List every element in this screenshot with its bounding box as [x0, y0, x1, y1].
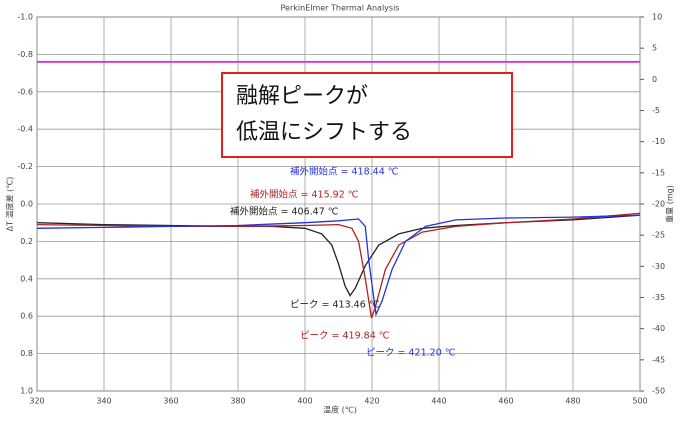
- annotation: 補外開始点 = 415.92 ℃: [250, 189, 359, 201]
- y-tick-label: -0.6: [17, 87, 33, 96]
- y-tick-label: 0.2: [20, 237, 33, 246]
- chart-title: PerkinElmer Thermal Analysis: [281, 4, 400, 13]
- x-tick-label: 500: [632, 397, 647, 406]
- x-tick-label: 340: [96, 397, 111, 406]
- y-tick-label: -1.0: [17, 13, 33, 22]
- y-axis-label: ΔT 温度差 (℃): [5, 177, 15, 232]
- x-tick-label: 420: [364, 397, 379, 406]
- x-tick-label: 380: [230, 397, 245, 406]
- y2-tick-label: 10: [652, 13, 662, 22]
- y2-tick-label: -30: [652, 262, 665, 271]
- y2-tick-label: 0: [652, 75, 657, 84]
- y2-axis-label: 重量 (mg): [665, 185, 675, 223]
- y-tick-label: -0.2: [17, 162, 33, 171]
- callout-box: [221, 72, 513, 158]
- y-tick-label: -0.4: [17, 125, 33, 134]
- y-tick-label: 0.4: [20, 274, 33, 283]
- x-tick-label: 460: [498, 397, 513, 406]
- x-tick-label: 360: [163, 397, 178, 406]
- x-tick-label: 400: [297, 397, 312, 406]
- y2-tick-label: -20: [652, 200, 665, 209]
- y-tick-label: 0.8: [20, 349, 33, 358]
- x-tick-label: 320: [29, 397, 44, 406]
- series-line: [36, 212, 641, 319]
- x-axis-label: 温度 (℃): [323, 405, 357, 415]
- annotation: 補外開始点 = 418.44 ℃: [290, 166, 399, 178]
- y2-tick-label: -10: [652, 137, 665, 146]
- annotation: ピーク = 413.46 ℃: [290, 300, 380, 311]
- y-tick-label: 0.0: [20, 200, 33, 209]
- annotation: 補外開始点 = 406.47 ℃: [230, 206, 339, 218]
- y2-tick-label: -40: [652, 324, 665, 333]
- y2-tick-label: -25: [652, 231, 665, 240]
- y2-tick-label: -15: [652, 168, 665, 177]
- series-line: [36, 214, 641, 317]
- y2-tick-label: -5: [652, 106, 660, 115]
- y2-tick-label: -45: [652, 355, 665, 364]
- y-tick-label: 0.6: [20, 312, 33, 321]
- y2-tick-label: -50: [652, 387, 665, 396]
- y2-tick-label: -35: [652, 293, 665, 302]
- callout-text: 低温にシフトする: [236, 120, 412, 145]
- x-tick-label: 480: [565, 397, 580, 406]
- y-tick-label: 1.0: [20, 387, 33, 396]
- annotation: ピーク = 421.20 ℃: [366, 348, 456, 359]
- y2-tick-label: 5: [652, 44, 657, 53]
- y-tick-label: -0.8: [17, 50, 33, 59]
- callout-text: 融解ピークが: [236, 84, 368, 109]
- annotation: ピーク = 419.84 ℃: [300, 331, 390, 342]
- x-tick-label: 440: [431, 397, 446, 406]
